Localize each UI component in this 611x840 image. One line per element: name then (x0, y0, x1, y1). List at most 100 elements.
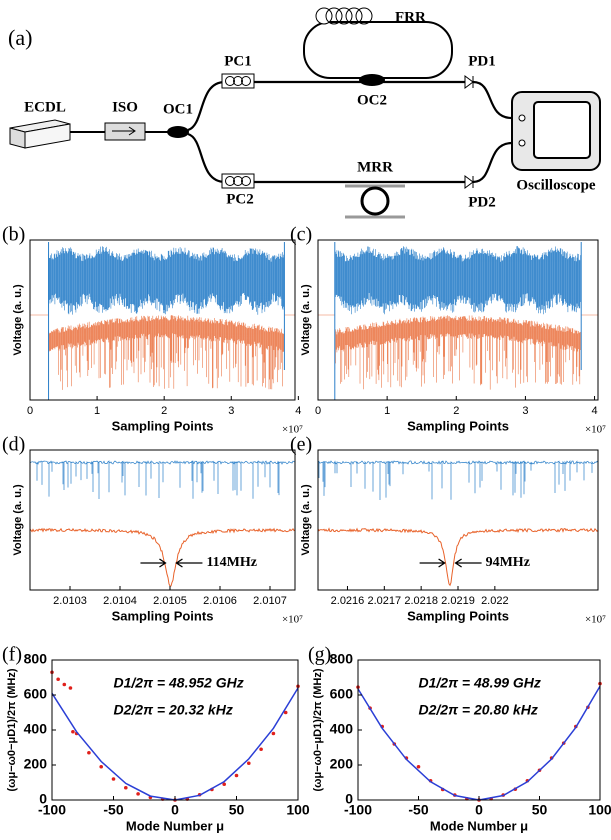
y-tick-label: 800 (24, 651, 48, 667)
y-axis-label: Voltage (a. u.) (12, 284, 24, 356)
coupler (167, 126, 189, 138)
x-tick-label: 3 (228, 405, 234, 417)
y-tick-label: 600 (330, 686, 354, 702)
plot-frame (29, 239, 296, 401)
x-tick-label: 0 (171, 802, 179, 818)
x-tick-label: 100 (286, 802, 310, 818)
micro-ring (360, 186, 390, 216)
label: PD1 (468, 53, 496, 69)
data-point (68, 686, 73, 690)
data-point (56, 677, 60, 682)
x-tick-label: 2 (161, 405, 167, 417)
data-point (247, 761, 251, 766)
signal-trace (30, 314, 295, 390)
fiber (472, 141, 513, 184)
arrow (140, 558, 203, 568)
y-tick-label: 0 (39, 791, 47, 807)
x-tick-label: 0 (27, 405, 33, 417)
y-axis-label: (ωμ−ω0−μD1)/2π (MHz) (6, 668, 18, 791)
x-tick-label: -50 (408, 802, 428, 818)
x-multiplier: ×10⁷ (585, 614, 606, 626)
label: OC2 (357, 92, 387, 108)
x-tick-label: 2.0219 (441, 595, 475, 607)
plot-frame (317, 239, 599, 401)
x-multiplier: ×10⁷ (585, 424, 606, 436)
chart-panel: (c) 0 1 2 3 4 Sampling Points ×10⁷ Voltage (a. u… (290, 224, 606, 436)
y-tick-label: 800 (330, 651, 354, 667)
x-tick-label: 2.0106 (203, 595, 237, 607)
label: FRR (395, 9, 426, 25)
data-point (136, 792, 140, 796)
x-tick-label: 2.0217 (367, 595, 401, 607)
x-tick-label: 0 (315, 405, 321, 417)
label: PC1 (224, 53, 252, 69)
data-point (62, 682, 67, 687)
annotation: D1/2π = 48.99 GHz (419, 675, 541, 691)
signal-trace (334, 246, 581, 315)
fiber (472, 80, 513, 120)
data-point (416, 764, 421, 769)
x-tick-label: 0 (475, 802, 483, 818)
chart-panel: (d) 114MHz 2.0103 2.0104 2.0105 2.0106 2.0107 S… (2, 434, 303, 626)
pc-loop (241, 176, 251, 186)
signal-trace (318, 314, 598, 390)
annotation: D1/2π = 48.952 GHz (114, 675, 244, 691)
annotation: 94MHz (486, 555, 530, 570)
panel-label: (f) (2, 644, 22, 666)
port (518, 114, 526, 122)
x-tick-label: 2.0105 (153, 595, 187, 607)
x-tick-label: -50 (103, 802, 123, 818)
annotation: D2/2π = 20.80 kHz (419, 702, 538, 718)
signal-trace (29, 527, 296, 587)
y-tick-label: 200 (24, 756, 48, 772)
data-point (99, 764, 103, 769)
photodetector (464, 75, 474, 89)
annotation: D2/2π = 20.32 kHz (114, 702, 233, 718)
x-axis-label: Sampling Points (112, 418, 214, 433)
chart-panel: (f) -100 -50 0 50 100 0 200 400 600 800 Mode Number… (2, 644, 310, 834)
data-point (222, 782, 226, 787)
y-tick-label: 200 (330, 756, 354, 772)
plot-frame (29, 449, 296, 591)
coupler (359, 74, 385, 86)
chart-panel: (e) 94MHz 2.0216 2.0217 2.0218 2.0219 2.022Sam… (290, 434, 606, 626)
x-tick-label: -100 (344, 802, 372, 818)
pc-box (221, 173, 255, 189)
data-point (124, 785, 128, 790)
photodetector (464, 175, 474, 189)
y-axis-label: Voltage (a. u.) (300, 484, 312, 556)
ecdl-box (9, 127, 26, 149)
setup-diagram: (a) ECDL ISO OC1 PC1 PC2 FRR OC2 MRR (8, 7, 601, 219)
panel-label: (c) (290, 224, 312, 246)
data-point (71, 729, 75, 734)
label: ISO (112, 99, 138, 115)
fiber (187, 80, 465, 132)
signal-trace (48, 246, 284, 315)
label: PD2 (468, 194, 496, 210)
ecdl-box (24, 123, 71, 149)
panel-label: (a) (8, 25, 32, 50)
x-tick-label: 2.0218 (404, 595, 438, 607)
x-axis-label: Sampling Points (407, 608, 509, 623)
x-multiplier: ×10⁷ (282, 614, 303, 626)
pc-loop (233, 176, 243, 186)
y-tick-label: 400 (330, 721, 354, 737)
x-axis-label: Sampling Points (112, 608, 214, 623)
pc-loop (225, 76, 235, 86)
x-tick-label: 2.0107 (253, 595, 287, 607)
x-tick-label: 100 (588, 802, 611, 818)
panel-label: (e) (290, 434, 312, 456)
x-tick-label: 1 (94, 405, 100, 417)
x-tick-label: 2.0216 (331, 595, 365, 607)
label: Oscilloscope (516, 177, 596, 193)
arrow (419, 558, 482, 568)
label: ECDL (24, 99, 66, 115)
label: MRR (357, 159, 393, 175)
annotation: 114MHz (206, 555, 257, 570)
data-point (283, 710, 288, 715)
arrow (112, 126, 136, 136)
coil (355, 7, 373, 25)
label: PC2 (226, 191, 254, 207)
signal-trace (317, 460, 599, 500)
y-axis-label: Voltage (a. u.) (12, 484, 24, 556)
